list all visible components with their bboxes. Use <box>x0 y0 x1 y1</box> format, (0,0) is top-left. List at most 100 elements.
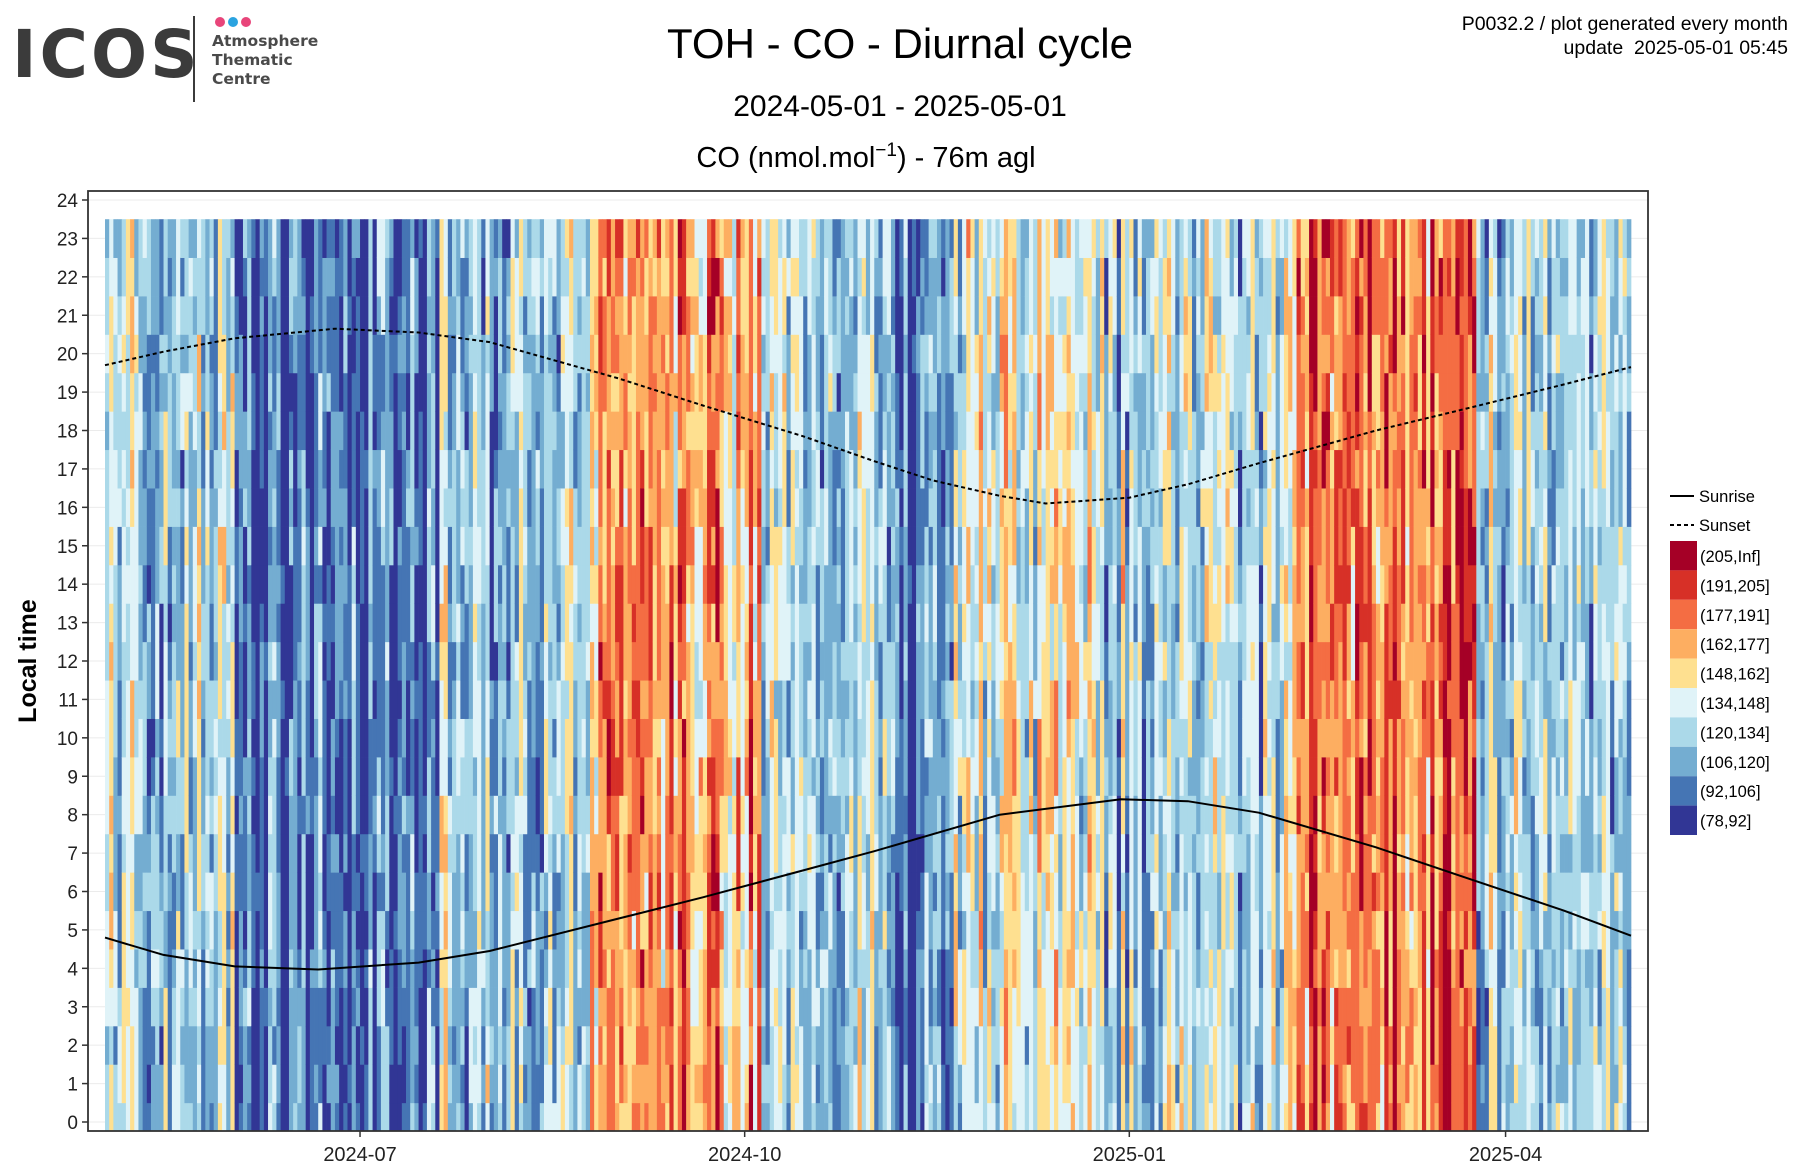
heat-cell <box>945 641 950 681</box>
heat-cell <box>222 949 227 988</box>
heat-cell <box>339 641 344 681</box>
heat-cell <box>882 833 888 873</box>
heat-cell <box>376 795 382 835</box>
heat-cell <box>109 334 114 374</box>
heat-cell <box>966 949 971 988</box>
heat-cell <box>903 680 909 719</box>
heat-cell <box>836 1025 842 1065</box>
heat-cell <box>238 641 244 681</box>
heat-cell <box>920 1102 925 1131</box>
heat-cell <box>727 411 733 451</box>
heat-cell <box>748 795 754 835</box>
heat-cell <box>681 680 687 719</box>
heat-cell <box>669 296 674 335</box>
heat-cell <box>196 411 202 451</box>
heat-cell <box>669 219 674 258</box>
heat-cell <box>109 603 114 643</box>
heat-cell <box>276 411 281 451</box>
heat-cell <box>109 1025 114 1065</box>
heat-cell <box>188 219 194 258</box>
heat-cell <box>799 488 804 527</box>
heat-cell <box>916 718 921 758</box>
heat-cell <box>865 641 871 681</box>
heat-cell <box>535 334 541 374</box>
heat-cell <box>803 872 808 912</box>
heat-cell <box>305 641 311 681</box>
heat-cell <box>815 334 821 374</box>
heat-cell <box>782 296 787 335</box>
heat-cell <box>702 372 708 412</box>
heat-cell <box>506 603 511 643</box>
heat-cell <box>907 488 913 527</box>
heat-cell <box>125 910 131 950</box>
heat-cell <box>903 219 909 258</box>
heat-cell <box>527 526 532 566</box>
heat-cell <box>414 526 419 566</box>
heat-cell <box>765 449 771 489</box>
heat-cell <box>799 833 804 873</box>
heat-cell <box>907 757 913 796</box>
heat-cell <box>673 257 679 297</box>
heat-cell <box>928 1064 934 1104</box>
heat-cell <box>782 603 787 643</box>
heat-cell <box>117 910 123 950</box>
heat-cell <box>234 795 240 835</box>
heat-cell <box>456 449 461 489</box>
heat-cell <box>886 872 892 912</box>
heat-cell <box>786 219 791 258</box>
heat-cell <box>799 680 804 719</box>
heat-cell <box>196 641 202 681</box>
heat-cell <box>610 334 616 374</box>
heat-cell <box>125 757 131 796</box>
heat-cell <box>606 1102 612 1131</box>
heat-cell <box>573 526 578 566</box>
heat-cell <box>715 334 720 374</box>
heat-cell <box>435 564 440 604</box>
heat-cell <box>481 641 486 681</box>
logo-divider <box>193 16 195 102</box>
heat-cell <box>196 795 202 835</box>
heat-cell <box>301 872 307 912</box>
heat-cell <box>284 296 290 335</box>
heat-cell <box>644 603 649 643</box>
heat-cell <box>113 603 118 643</box>
heat-cell <box>615 219 620 258</box>
heat-cell <box>477 296 482 335</box>
heat-cell <box>890 1064 896 1104</box>
heat-cell <box>936 334 942 374</box>
heat-cell <box>146 1025 152 1065</box>
heat-cell <box>171 1025 177 1065</box>
heat-cell <box>481 603 486 643</box>
heat-cell <box>865 257 871 297</box>
heat-cell <box>548 680 553 719</box>
heat-cell <box>669 680 674 719</box>
heat-cell <box>188 795 194 835</box>
heat-cell <box>819 372 825 412</box>
heat-cell <box>514 833 520 873</box>
heat-cell <box>222 257 227 297</box>
heat-cell <box>247 795 252 835</box>
heat-cell <box>301 795 307 835</box>
heat-cell <box>318 987 323 1027</box>
heat-cell <box>322 872 327 912</box>
heat-cell <box>941 872 946 912</box>
heat-cell <box>723 949 729 988</box>
heat-cell <box>815 949 821 988</box>
heat-cell <box>176 334 181 374</box>
heat-cell <box>623 1025 628 1065</box>
heat-cell <box>297 1064 302 1104</box>
heat-cell <box>677 411 683 451</box>
heat-cell <box>322 603 327 643</box>
heat-cell <box>953 488 959 527</box>
heat-cell <box>113 910 118 950</box>
heat-cell <box>506 219 511 258</box>
heat-cell <box>640 1102 645 1131</box>
heat-cell <box>794 718 800 758</box>
heat-cell <box>531 833 536 873</box>
heat-cell <box>920 219 925 258</box>
heat-cell <box>765 372 771 412</box>
heat-cell <box>502 603 507 643</box>
heat-cell <box>723 987 729 1027</box>
heat-cell <box>556 757 562 796</box>
heat-cell <box>886 296 892 335</box>
